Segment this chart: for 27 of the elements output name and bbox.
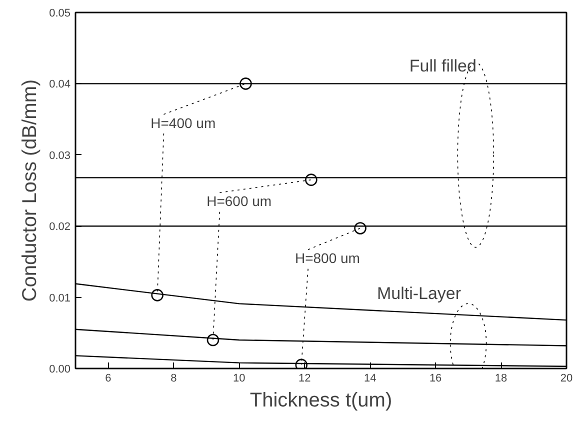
annotation: H=400 um <box>150 114 216 131</box>
y-tick-label: 0.04 <box>49 78 71 91</box>
point <box>354 222 366 234</box>
point <box>151 289 164 302</box>
y-tick-label: 0.00 <box>49 364 71 376</box>
x-tick-label: 16 <box>429 372 442 384</box>
annotation: H=800 um <box>294 250 360 266</box>
x-tick-label: 10 <box>233 372 246 384</box>
point <box>295 358 308 368</box>
x-tick-label: 8 <box>170 372 177 384</box>
x-tick-label: 20 <box>560 372 573 384</box>
y-tick-label: 0.03 <box>49 150 71 162</box>
y-tick-label: 0.05 <box>49 8 71 20</box>
x-tick-label: 18 <box>494 372 508 384</box>
x-tick-label: 6 <box>105 372 112 384</box>
y-tick-label: 0.02 <box>49 221 71 234</box>
y-tick-label: 0.01 <box>49 292 71 304</box>
annotation: Multi-Layer <box>376 284 462 304</box>
x-tick-label: 14 <box>364 372 376 384</box>
x-tick-label: 12 <box>298 372 311 384</box>
y-axis-title: Conductor Loss (dB/mm) <box>19 79 42 302</box>
point <box>305 174 318 186</box>
x-axis-title: Thickness t(um) <box>250 390 392 412</box>
annotation: Full filled <box>409 56 476 76</box>
annotation: H=600 um <box>206 193 272 210</box>
point <box>206 334 220 346</box>
point <box>240 78 252 90</box>
